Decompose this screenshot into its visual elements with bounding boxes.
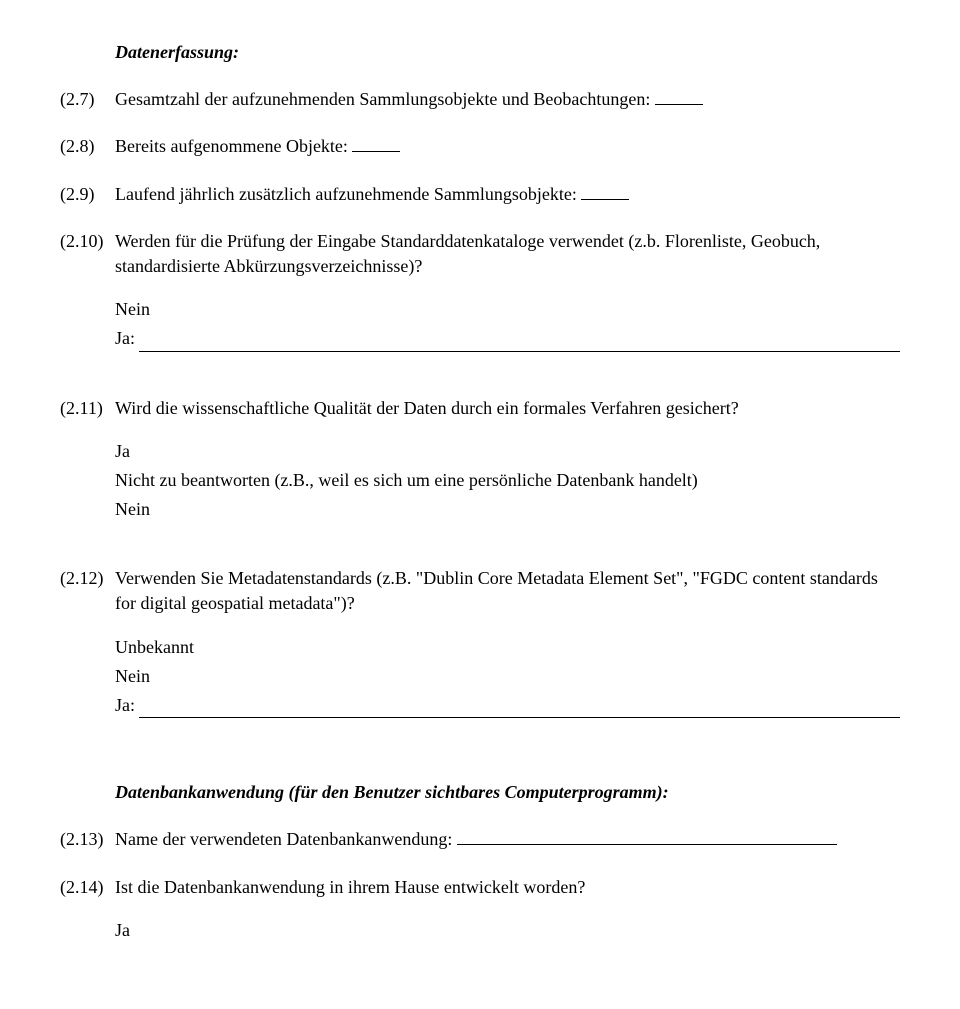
blank-field[interactable] (352, 151, 400, 152)
question-number: (2.11) (60, 396, 115, 421)
answer-ja: Ja: (115, 693, 900, 718)
question-number: (2.7) (60, 87, 115, 112)
blank-field[interactable] (139, 333, 900, 352)
answer-nein: Nein (115, 497, 900, 522)
question-number: (2.14) (60, 875, 115, 900)
question-2-11: (2.11) Wird die wissenschaftliche Qualit… (60, 396, 900, 545)
answer-nein: Nein (115, 297, 900, 322)
question-2-12: (2.12) Verwenden Sie Metadatenstandards … (60, 566, 900, 722)
blank-field[interactable] (457, 844, 837, 845)
answer-ja: Ja (115, 439, 900, 464)
answer-nein: Nein (115, 664, 900, 689)
question-2-10: (2.10) Werden für die Prüfung der Eingab… (60, 229, 900, 374)
section-header-datenerfassung: Datenerfassung: (115, 40, 900, 65)
blank-field[interactable] (139, 699, 900, 718)
answer-ja: Ja: (115, 326, 900, 351)
question-2-8: (2.8) Bereits aufgenommene Objekte: (60, 134, 900, 159)
answer-unbekannt: Unbekannt (115, 635, 900, 660)
question-2-9: (2.9) Laufend jährlich zusätzlich aufzun… (60, 182, 900, 207)
question-number: (2.8) (60, 134, 115, 159)
question-text: Werden für die Prüfung der Eingabe Stand… (115, 229, 900, 279)
question-text: Laufend jährlich zusätzlich aufzunehmend… (115, 184, 577, 204)
blank-field[interactable] (655, 104, 703, 105)
question-text: Gesamtzahl der aufzunehmenden Sammlungso… (115, 89, 650, 109)
section-header-datenbankanwendung: Datenbankanwendung (für den Benutzer sic… (115, 780, 900, 805)
answer-ja: Ja (115, 918, 900, 943)
question-text: Name der verwendeten Datenbankanwendung: (115, 829, 452, 849)
question-text: Wird die wissenschaftliche Qualität der … (115, 396, 900, 421)
answer-nicht-beantworten: Nicht zu beantworten (z.B., weil es sich… (115, 468, 900, 493)
question-text: Bereits aufgenommene Objekte: (115, 136, 348, 156)
question-number: (2.12) (60, 566, 115, 591)
question-number: (2.10) (60, 229, 115, 254)
question-2-13: (2.13) Name der verwendeten Datenbankanw… (60, 827, 900, 852)
blank-field[interactable] (581, 199, 629, 200)
question-number: (2.13) (60, 827, 115, 852)
question-text: Ist die Datenbankanwendung in ihrem Haus… (115, 875, 900, 900)
question-2-14: (2.14) Ist die Datenbankanwendung in ihr… (60, 875, 900, 947)
question-text: Verwenden Sie Metadatenstandards (z.B. "… (115, 566, 900, 616)
question-number: (2.9) (60, 182, 115, 207)
question-2-7: (2.7) Gesamtzahl der aufzunehmenden Samm… (60, 87, 900, 112)
